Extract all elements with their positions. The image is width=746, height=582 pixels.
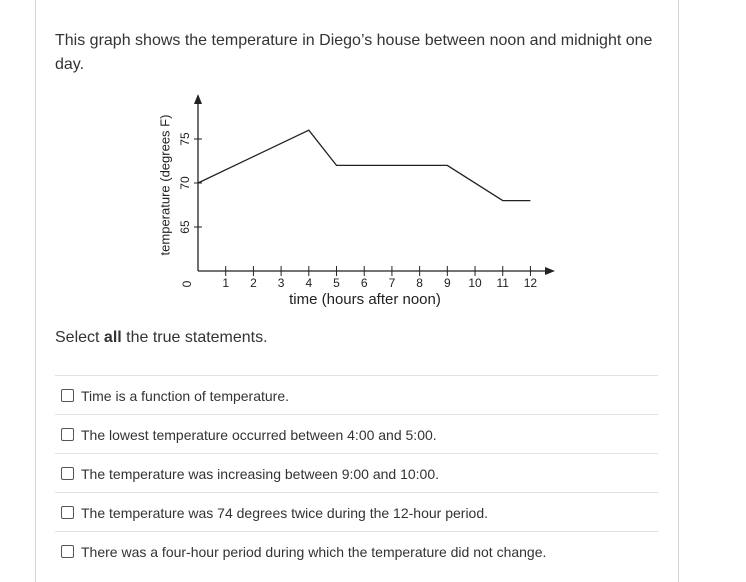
question-text: This graph shows the temperature in Dieg… [55,32,653,73]
y-tick-label: 75 [178,132,192,146]
prompt-emphasis: all [103,329,122,346]
checkbox[interactable] [61,428,74,441]
option-text[interactable]: Time is a function of temperature. [81,387,290,404]
y-tick-label: 65 [178,220,192,234]
checkbox[interactable] [61,389,74,402]
option-text[interactable]: There was a four-hour period during whic… [81,543,547,560]
x-tick-label: 12 [524,276,538,290]
x-tick-label: 3 [278,276,285,290]
chart: temperature (degrees F) time (hours afte… [157,94,555,308]
x-tick-label: 6 [361,276,368,290]
option-text[interactable]: The temperature was 74 degrees twice dur… [81,504,489,521]
prompt-text: Select [55,329,104,346]
panel-border [35,0,36,582]
temperature-line [197,129,531,202]
x-tick-label: 5 [333,276,340,290]
x-tick-label: 2 [250,276,257,290]
panel-border [678,0,679,582]
x-tick-label: 0 [180,280,194,287]
x-axis-arrow [545,267,555,275]
prompt-text: the true statements. [121,329,268,346]
x-tick-label: 10 [468,276,482,290]
option-text[interactable]: The lowest temperature occurred between … [81,426,437,443]
x-tick-label: 11 [497,276,510,290]
checkbox[interactable] [61,506,74,519]
option[interactable]: The temperature was increasing between 9… [55,453,658,493]
y-axis-label: temperature (degrees F) [157,115,172,256]
checkbox[interactable] [61,467,74,480]
x-tick-label: 7 [389,276,396,290]
option-text[interactable]: The temperature was increasing between 9… [81,465,440,482]
y-tick-label: 70 [178,176,192,190]
checkbox[interactable] [61,545,74,558]
option[interactable]: The lowest temperature occurred between … [55,414,658,454]
prompt: Select all the true statements. [55,329,268,347]
option[interactable]: The temperature was 74 degrees twice dur… [55,492,658,532]
y-axis-arrow [194,94,202,104]
option[interactable]: Time is a function of temperature. [55,375,658,415]
x-tick-label: 4 [305,276,312,290]
x-tick-label: 1 [222,276,229,290]
x-tick-label: 8 [416,276,423,290]
x-axis-label: time (hours after noon) [289,291,441,308]
option[interactable]: There was a four-hour period during whic… [55,531,658,571]
x-tick-label: 9 [444,276,451,290]
